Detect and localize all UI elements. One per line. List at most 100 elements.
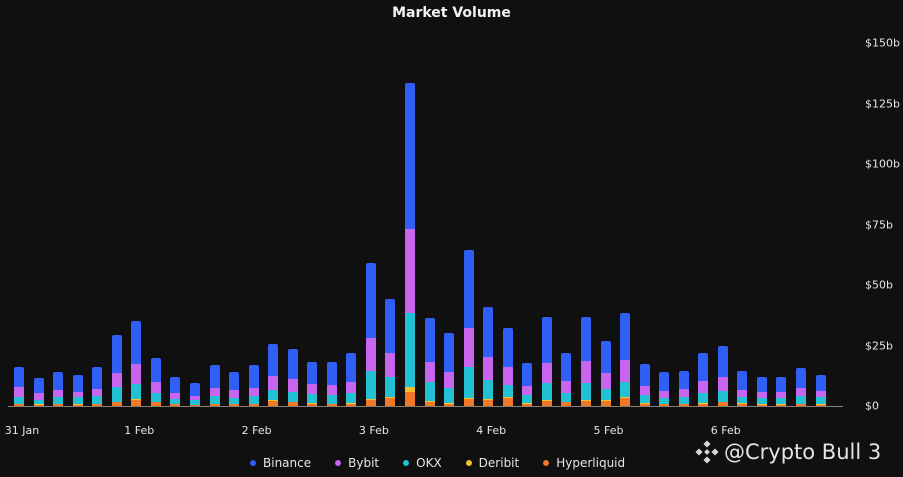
bar[interactable]: [131, 321, 142, 406]
bar[interactable]: [268, 344, 279, 406]
bar[interactable]: [248, 365, 259, 406]
bar-segment-binance: [307, 361, 318, 384]
legend-dot-icon: [465, 460, 472, 466]
bar-segment-hyperliquid: [522, 403, 533, 406]
bar[interactable]: [776, 376, 787, 406]
bar-segment-okx: [268, 390, 279, 401]
y-tick-label: $150b: [865, 36, 900, 50]
bar[interactable]: [189, 383, 200, 406]
bar[interactable]: [229, 372, 240, 406]
bar[interactable]: [365, 263, 376, 406]
bar[interactable]: [698, 353, 709, 406]
bar-segment-bybit: [365, 338, 376, 371]
bar-segment-hyperliquid: [678, 404, 689, 406]
bar-segment-bybit: [346, 382, 357, 393]
bar-segment-deribit: [268, 400, 279, 402]
bar-segment-okx: [346, 392, 357, 404]
bar[interactable]: [678, 370, 689, 406]
bar-segment-bybit: [72, 391, 83, 398]
bar-segment-bybit: [600, 373, 611, 390]
bar[interactable]: [346, 353, 357, 406]
y-tick-label: $125b: [865, 97, 900, 110]
x-axis-baseline: [8, 406, 843, 407]
watermark-text: @Crypto Bull 3: [724, 440, 882, 464]
bar-segment-bybit: [737, 390, 748, 398]
bar-segment-bybit: [424, 361, 435, 383]
bar-segment-okx: [170, 398, 181, 405]
bar[interactable]: [14, 367, 24, 406]
legend-dot-icon: [250, 460, 256, 466]
bar-segment-deribit: [541, 400, 552, 402]
legend-item-deribit[interactable]: Deribit: [465, 456, 519, 470]
bar[interactable]: [737, 370, 748, 406]
x-tick-label: 2 Feb: [241, 424, 272, 437]
bar-segment-binance: [111, 335, 122, 374]
y-tick-label: $0: [865, 399, 879, 413]
bar[interactable]: [580, 316, 591, 406]
bar-segment-okx: [815, 397, 826, 405]
legend-item-okx[interactable]: OKX: [403, 456, 442, 470]
bar-segment-hyperliquid: [53, 404, 64, 406]
bar[interactable]: [620, 313, 631, 406]
bar-segment-bybit: [639, 385, 650, 396]
bar[interactable]: [502, 328, 513, 406]
bar-segment-hyperliquid: [405, 391, 415, 406]
bar[interactable]: [561, 353, 572, 406]
bar-segment-hyperliquid: [131, 399, 142, 406]
bar[interactable]: [796, 368, 806, 406]
bar[interactable]: [326, 361, 337, 406]
bar-segment-okx: [698, 392, 709, 404]
bar-segment-hyperliquid: [659, 404, 670, 406]
bar-segment-hyperliquid: [561, 402, 572, 406]
bar[interactable]: [815, 375, 826, 406]
bar-segment-bybit: [678, 389, 689, 398]
bar[interactable]: [483, 307, 494, 406]
bar[interactable]: [111, 335, 122, 406]
bar-segment-binance: [53, 372, 64, 391]
bar-segment-okx: [600, 389, 611, 401]
bar[interactable]: [444, 332, 455, 406]
bar[interactable]: [756, 376, 767, 406]
bar[interactable]: [424, 317, 435, 406]
bar-segment-binance: [815, 375, 826, 392]
bar[interactable]: [209, 365, 220, 406]
bar[interactable]: [307, 361, 318, 406]
bar[interactable]: [287, 349, 298, 406]
bar[interactable]: [405, 82, 415, 406]
bar[interactable]: [541, 316, 552, 406]
bar[interactable]: [150, 358, 161, 406]
bar-segment-hyperliquid: [150, 402, 161, 406]
bar-segment-bybit: [541, 362, 552, 384]
bar-segment-bybit: [483, 357, 494, 381]
bar-segment-binance: [229, 372, 240, 391]
bar[interactable]: [717, 346, 728, 406]
legend: Binance Bybit OKX Deribit Hyperliquid: [250, 456, 625, 470]
bar-segment-hyperliquid: [14, 404, 24, 406]
legend-item-binance[interactable]: Binance: [250, 456, 311, 470]
bar[interactable]: [53, 372, 64, 406]
bar[interactable]: [463, 249, 474, 406]
legend-item-bybit[interactable]: Bybit: [335, 456, 379, 470]
bar[interactable]: [600, 340, 611, 406]
bar[interactable]: [522, 362, 533, 406]
bar[interactable]: [33, 377, 44, 406]
bar-segment-deribit: [111, 401, 122, 403]
x-tick-label: 1 Feb: [124, 424, 155, 437]
bar-segment-bybit: [287, 378, 298, 392]
bar[interactable]: [659, 372, 670, 406]
bar[interactable]: [170, 376, 181, 406]
bar-segment-binance: [483, 307, 494, 358]
bar-segment-binance: [756, 376, 767, 392]
bar-segment-deribit: [502, 397, 513, 398]
bar[interactable]: [92, 367, 103, 406]
bar-segment-okx: [33, 399, 44, 405]
bar-segment-okx: [424, 382, 435, 402]
legend-item-hyperliquid[interactable]: Hyperliquid: [543, 456, 625, 470]
bar[interactable]: [385, 299, 396, 406]
bar-segment-okx: [131, 384, 142, 399]
bar-segment-okx: [737, 397, 748, 404]
bar[interactable]: [72, 375, 83, 406]
bar-segment-okx: [463, 367, 474, 398]
bar[interactable]: [639, 363, 650, 406]
legend-label: Binance: [263, 456, 312, 470]
